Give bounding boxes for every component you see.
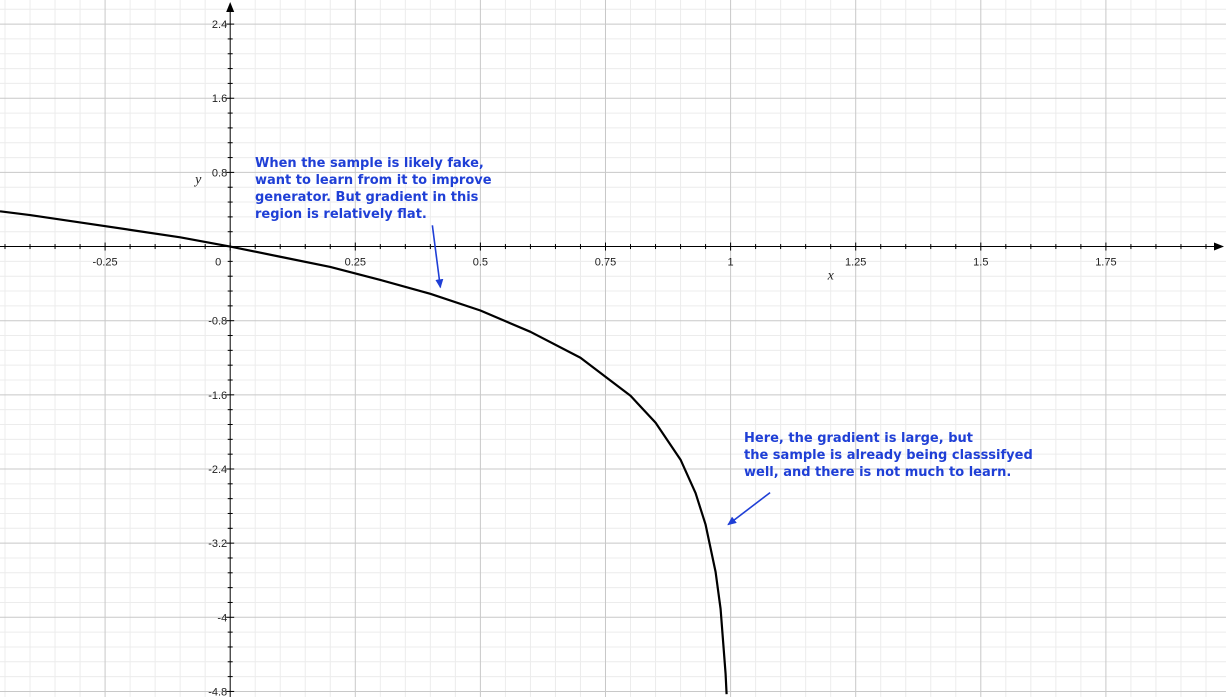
y-tick-label: -0.8 — [208, 316, 227, 328]
series-layer — [0, 210, 728, 695]
y-tick-label: 1.6 — [212, 93, 227, 105]
tick-labels: -0.25 0 0.25 0.5 0.75 1 1.25 1.5 1.75 2.4 1.6 0.8 -0… — [93, 19, 1117, 697]
x-axis-label: x — [827, 269, 835, 284]
y-tick-label: -4.8 — [208, 686, 227, 697]
annotation-arrows — [431, 225, 771, 526]
y-tick-label: 0.8 — [212, 167, 227, 179]
annotation-large-gradient: Here, the gradient is large, but the sam… — [744, 431, 1033, 480]
y-tick-label: 2.4 — [212, 19, 227, 31]
x-tick-label: 1 — [728, 257, 734, 269]
y-tick-label: -3.2 — [208, 538, 227, 550]
y-axis-label: y — [193, 173, 202, 188]
x-tick-label: 0.75 — [595, 257, 616, 269]
x-tick-label: 0.25 — [345, 257, 366, 269]
x-tick-label: 0 — [215, 257, 221, 269]
annotation-arrow — [727, 491, 771, 526]
series-line — [0, 210, 728, 695]
annotation-flat-region: When the sample is likely fake, want to … — [255, 156, 492, 222]
annotation-arrow — [431, 225, 444, 289]
y-tick-label: -2.4 — [208, 464, 227, 476]
y-tick-label: -4 — [217, 612, 227, 624]
x-tick-label: 1.25 — [845, 257, 866, 269]
x-tick-label: 1.75 — [1095, 257, 1116, 269]
y-axis-arrowhead — [226, 2, 235, 12]
x-axis-arrowhead — [1214, 242, 1224, 251]
x-tick-label: 0.5 — [473, 257, 488, 269]
x-tick-label: -0.25 — [93, 257, 118, 269]
y-tick-label: -1.6 — [208, 390, 227, 402]
x-tick-label: 1.5 — [973, 257, 988, 269]
